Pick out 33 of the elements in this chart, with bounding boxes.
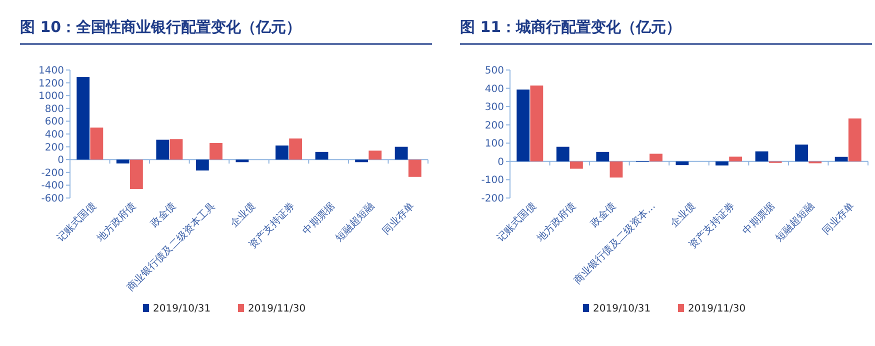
y-tick-label: 200 xyxy=(484,120,504,132)
chart-title: 图 10：全国性商业银行配置变化（亿元） xyxy=(20,18,302,36)
y-tick-label: -600 xyxy=(41,194,64,204)
y-tick-label: 600 xyxy=(44,116,64,128)
legend-label: 2019/11/30 xyxy=(688,304,746,314)
x-tick-label: 中期票据 xyxy=(740,200,778,237)
y-tick-label: 1000 xyxy=(38,91,64,102)
legend-label: 2019/10/31 xyxy=(153,304,211,314)
y-tick-label: -400 xyxy=(41,180,64,192)
y-tick-label: 0 xyxy=(58,155,64,166)
y-tick-label: 200 xyxy=(44,142,64,154)
y-tick-label: -200 xyxy=(481,194,504,204)
legend-label: 2019/10/31 xyxy=(593,304,651,314)
y-tick-label: 1200 xyxy=(38,78,64,90)
legend-label: 2019/11/30 xyxy=(248,304,306,314)
y-tick-label: 100 xyxy=(484,138,504,150)
y-tick-label: -200 xyxy=(41,168,64,179)
y-tick-label: 800 xyxy=(44,104,64,115)
x-tick-label: 政金债 xyxy=(588,200,618,230)
x-tick-label: 企业债 xyxy=(668,200,698,230)
y-tick-label: 0 xyxy=(498,156,504,168)
x-tick-label: 中期票据 xyxy=(300,200,338,237)
y-tick-label: 1400 xyxy=(38,66,64,76)
chart-title: 图 11：城商行配置变化（亿元） xyxy=(460,18,682,36)
y-tick-label: 500 xyxy=(484,66,504,76)
x-tick-label: 政金债 xyxy=(148,200,178,230)
x-tick-label: 同业存单 xyxy=(380,200,417,237)
y-tick-label: 300 xyxy=(484,102,504,114)
y-tick-label: 400 xyxy=(44,130,64,140)
y-tick-label: -100 xyxy=(481,175,504,186)
x-tick-label: 企业债 xyxy=(228,200,258,230)
x-tick-label: 同业存单 xyxy=(820,200,857,237)
y-tick-label: 400 xyxy=(484,84,504,95)
